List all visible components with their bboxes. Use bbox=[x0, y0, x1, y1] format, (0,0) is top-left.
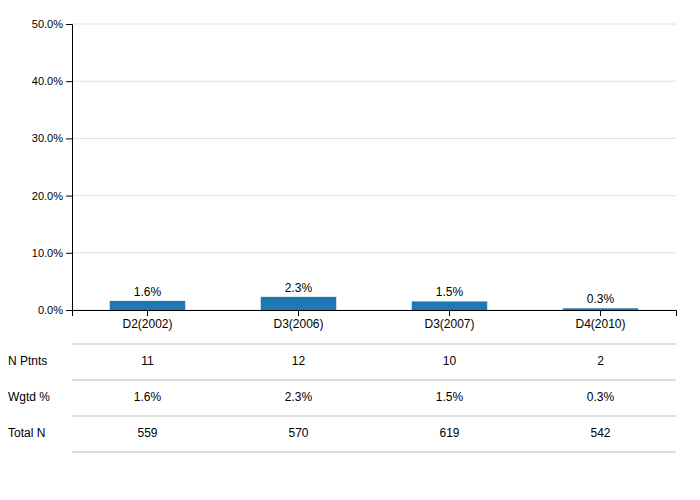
x-tick-label: D4(2010) bbox=[575, 317, 625, 331]
x-tick-label: D2(2002) bbox=[122, 317, 172, 331]
data-label: 2.3% bbox=[285, 281, 313, 295]
x-tick-label: D3(2006) bbox=[273, 317, 323, 331]
x-axis: D2(2002) D3(2006) D3(2007) D4(2010) bbox=[73, 310, 677, 331]
bar bbox=[563, 308, 639, 310]
y-tick: 0.0% bbox=[38, 304, 72, 316]
grid bbox=[72, 24, 676, 310]
grid-line bbox=[72, 81, 676, 82]
table-row-label: N Ptnts bbox=[8, 354, 47, 368]
x-tick-mark bbox=[298, 310, 299, 316]
table-cell: 2.3% bbox=[285, 390, 313, 404]
bar bbox=[412, 301, 488, 310]
y-tick-mark bbox=[66, 81, 72, 82]
x-tick: D4(2010) bbox=[575, 310, 625, 331]
data-label: 0.3% bbox=[587, 292, 615, 306]
y-tick: 30.0% bbox=[32, 132, 72, 144]
table-cell: 559 bbox=[137, 426, 157, 440]
y-tick-mark bbox=[66, 24, 72, 25]
table: N Ptnts 11 12 10 2 Wgtd % 1.6% 2.3% 1.5% 0.3% Tota… bbox=[8, 344, 676, 452]
x-tick-mark bbox=[147, 310, 148, 316]
x-tick-mark bbox=[449, 310, 450, 316]
grid-line bbox=[72, 24, 676, 25]
bars bbox=[110, 297, 639, 310]
table-rule bbox=[72, 380, 676, 381]
y-tick-label: 20.0% bbox=[32, 190, 63, 202]
y-tick-label: 0.0% bbox=[38, 304, 63, 316]
chart: 0.0% 10.0% 20.0% 30.0% 40.0% 50.0% D2(2002) D3(… bbox=[0, 0, 700, 500]
x-tick: D2(2002) bbox=[122, 310, 172, 331]
table-row-label: Total N bbox=[8, 426, 45, 440]
data-label: 1.6% bbox=[134, 285, 162, 299]
bar bbox=[261, 297, 337, 310]
plot: 0.0% 10.0% 20.0% 30.0% 40.0% 50.0% D2(2002) D3(… bbox=[8, 18, 677, 452]
bar bbox=[110, 301, 186, 310]
x-tick: D3(2007) bbox=[424, 310, 474, 331]
grid-line bbox=[72, 252, 676, 253]
table-cell: 11 bbox=[141, 354, 154, 368]
y-tick-label: 40.0% bbox=[32, 75, 63, 87]
y-tick: 20.0% bbox=[32, 190, 72, 202]
y-tick: 10.0% bbox=[32, 247, 72, 259]
y-tick-label: 30.0% bbox=[32, 132, 63, 144]
table-rule bbox=[72, 416, 676, 417]
table-cell: 619 bbox=[439, 426, 459, 440]
grid-line bbox=[72, 138, 676, 139]
y-tick-mark bbox=[66, 196, 72, 197]
y-axis-line bbox=[66, 25, 73, 311]
table-row-label: Wgtd % bbox=[8, 390, 50, 404]
x-tick-mark bbox=[600, 310, 601, 316]
y-axis: 0.0% 10.0% 20.0% 30.0% 40.0% 50.0% bbox=[32, 18, 73, 316]
y-tick-label: 10.0% bbox=[32, 247, 63, 259]
data-labels: 1.6% 2.3% 1.5% 0.3% bbox=[134, 281, 615, 306]
y-tick: 50.0% bbox=[32, 18, 72, 30]
y-tick: 40.0% bbox=[32, 75, 72, 87]
table-cell: 1.5% bbox=[436, 390, 464, 404]
x-axis-line bbox=[73, 311, 677, 317]
y-tick-label: 50.0% bbox=[32, 18, 63, 30]
table-cell: 0.3% bbox=[587, 390, 615, 404]
data-label: 1.5% bbox=[436, 285, 464, 299]
table-rule bbox=[72, 452, 676, 453]
table-cell: 1.6% bbox=[134, 390, 162, 404]
table-cell: 542 bbox=[590, 426, 610, 440]
table-cell: 12 bbox=[292, 354, 306, 368]
table-rule bbox=[72, 344, 676, 345]
y-tick-mark bbox=[66, 138, 72, 139]
table-cell: 570 bbox=[288, 426, 308, 440]
y-tick-mark bbox=[66, 253, 72, 254]
y-tick-mark bbox=[66, 310, 72, 311]
table-cell: 2 bbox=[597, 354, 604, 368]
grid-line bbox=[72, 195, 676, 196]
x-tick: D3(2006) bbox=[273, 310, 323, 331]
table-cell: 10 bbox=[443, 354, 457, 368]
x-tick-label: D3(2007) bbox=[424, 317, 474, 331]
